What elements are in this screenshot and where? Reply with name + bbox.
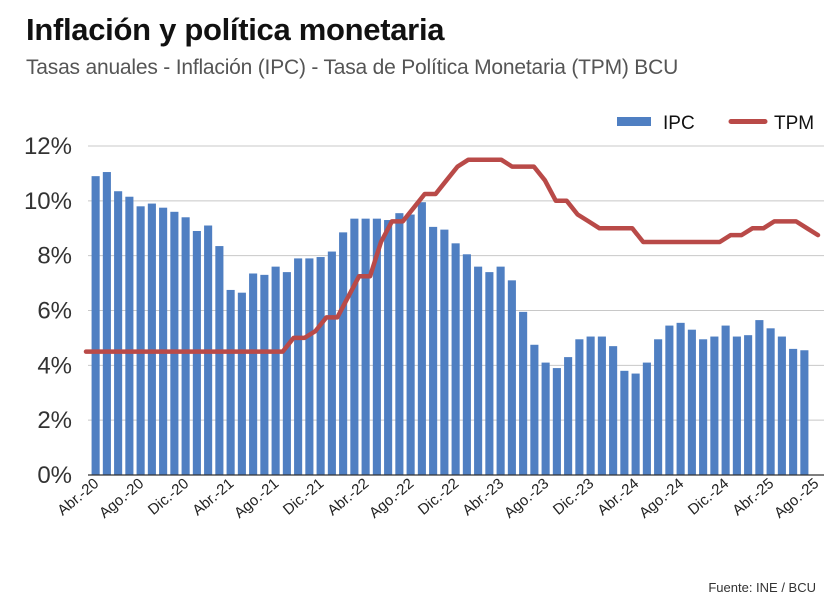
chart-subtitle: Tasas anuales - Inflación (IPC) - Tasa d… bbox=[26, 56, 679, 79]
ipc-bar bbox=[294, 258, 303, 475]
ipc-bar bbox=[316, 257, 325, 475]
ipc-bar bbox=[327, 251, 336, 475]
x-tick-label: Ago.-25 bbox=[771, 475, 822, 522]
x-tick-label: Ago.-22 bbox=[366, 475, 417, 522]
ipc-bar bbox=[282, 272, 291, 475]
ipc-bar bbox=[530, 344, 539, 475]
ipc-bar bbox=[91, 176, 100, 476]
chart-title: Inflación y política monetaria bbox=[26, 12, 445, 47]
y-tick-label: 12% bbox=[24, 133, 72, 160]
ipc-bar bbox=[507, 280, 516, 475]
x-axis-labels: Abr.-20Ago.-20Dic.-20Abr.-21Ago.-21Dic.-… bbox=[54, 475, 822, 522]
ipc-bar bbox=[620, 370, 629, 475]
x-tick-label: Abr.-23 bbox=[459, 475, 507, 519]
y-tick-label: 10% bbox=[24, 188, 72, 215]
ipc-bar bbox=[496, 266, 505, 475]
ipc-bar bbox=[755, 320, 764, 475]
ipc-bar bbox=[519, 311, 528, 475]
y-tick-label: 4% bbox=[37, 352, 72, 379]
ipc-bar bbox=[147, 203, 156, 475]
tpm-line-group bbox=[83, 157, 821, 354]
ipc-bar bbox=[575, 339, 584, 475]
ipc-bar bbox=[361, 218, 370, 475]
ipc-bar bbox=[766, 328, 775, 475]
ipc-bar bbox=[170, 211, 179, 476]
ipc-bar bbox=[237, 292, 246, 475]
ipc-bar bbox=[564, 357, 573, 475]
x-tick-label: Ago.-23 bbox=[501, 475, 552, 522]
x-tick-label: Abr.-21 bbox=[189, 475, 237, 519]
ipc-bar bbox=[710, 336, 719, 475]
ipc-bar bbox=[789, 348, 798, 475]
legend-ipc-swatch bbox=[617, 117, 651, 126]
ipc-bar bbox=[777, 336, 786, 475]
ipc-bar bbox=[429, 226, 438, 475]
x-tick-label: Dic.-20 bbox=[145, 475, 192, 519]
x-tick-label: Abr.-25 bbox=[729, 475, 777, 519]
ipc-bar bbox=[586, 336, 595, 475]
ipc-bar bbox=[665, 325, 674, 475]
ipc-bar bbox=[249, 273, 258, 475]
ipc-bar bbox=[226, 289, 235, 475]
y-axis-labels: 0% 2% 4% 6% 8% 10% 12% bbox=[24, 133, 72, 489]
legend: IPC TPM bbox=[617, 113, 814, 134]
x-tick-label: Dic.-23 bbox=[550, 475, 597, 519]
ipc-bar bbox=[744, 335, 753, 475]
ipc-bar bbox=[384, 220, 393, 475]
ipc-bar bbox=[271, 266, 280, 475]
ipc-bar bbox=[687, 329, 696, 475]
ipc-bar bbox=[395, 213, 404, 475]
ipc-bar bbox=[609, 346, 618, 475]
ipc-bar bbox=[451, 243, 460, 475]
x-tick-label: Dic.-24 bbox=[685, 475, 732, 519]
y-tick-label: 0% bbox=[37, 462, 72, 489]
x-tick-label: Dic.-21 bbox=[280, 475, 327, 519]
ipc-bar bbox=[350, 218, 359, 475]
ipc-bar bbox=[125, 196, 134, 476]
y-tick-label: 8% bbox=[37, 243, 72, 270]
ipc-bar bbox=[654, 339, 663, 475]
ipc-bar bbox=[642, 362, 651, 475]
y-tick-label: 6% bbox=[37, 298, 72, 325]
tpm-line bbox=[83, 157, 821, 354]
ipc-bar bbox=[417, 202, 426, 475]
ipc-bar bbox=[406, 214, 415, 475]
x-tick-label: Ago.-24 bbox=[636, 475, 687, 522]
ipc-bar bbox=[260, 274, 269, 475]
legend-ipc-label: IPC bbox=[663, 113, 695, 134]
ipc-bar bbox=[800, 350, 809, 475]
ipc-bar bbox=[372, 218, 381, 475]
ipc-bar bbox=[474, 266, 483, 475]
ipc-bar bbox=[485, 272, 494, 475]
ipc-bar bbox=[541, 362, 550, 475]
ipc-bar bbox=[597, 336, 606, 475]
legend-tpm-label: TPM bbox=[774, 113, 814, 134]
ipc-bar bbox=[181, 217, 190, 476]
ipc-bar bbox=[732, 336, 741, 475]
y-tick-label: 2% bbox=[37, 407, 72, 434]
ipc-bar bbox=[462, 254, 471, 475]
ipc-bar bbox=[305, 258, 314, 475]
x-tick-label: Abr.-22 bbox=[324, 475, 372, 519]
ipc-bar bbox=[552, 368, 561, 475]
x-tick-label: Abr.-24 bbox=[594, 475, 642, 519]
source-note: Fuente: INE / BCU bbox=[708, 580, 816, 595]
ipc-bar bbox=[631, 373, 640, 475]
ipc-bar bbox=[136, 206, 145, 476]
ipc-bar bbox=[339, 232, 348, 475]
x-tick-label: Dic.-22 bbox=[415, 475, 462, 519]
ipc-bar bbox=[159, 207, 168, 475]
ipc-bar bbox=[721, 325, 730, 475]
ipc-bar bbox=[114, 191, 123, 476]
x-tick-label: Ago.-20 bbox=[96, 475, 147, 522]
ipc-bars bbox=[91, 172, 809, 476]
x-tick-label: Ago.-21 bbox=[231, 475, 282, 522]
ipc-bar bbox=[440, 229, 449, 475]
ipc-bar bbox=[102, 172, 111, 475]
ipc-bar bbox=[215, 246, 224, 475]
ipc-bar bbox=[699, 339, 708, 475]
ipc-bar bbox=[676, 322, 685, 475]
